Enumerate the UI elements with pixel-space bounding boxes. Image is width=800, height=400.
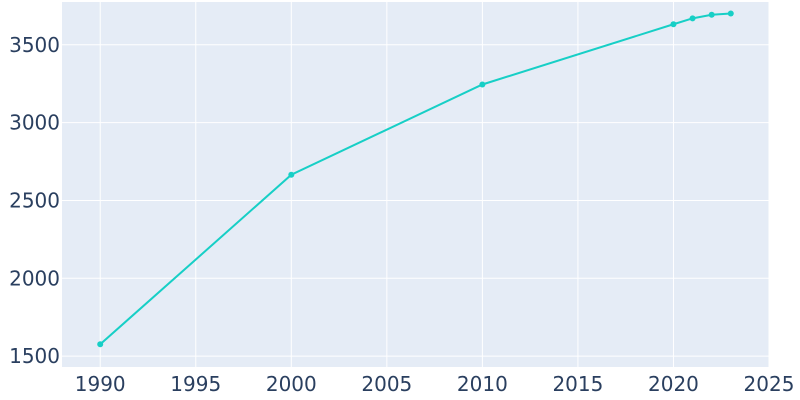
x-tick-label: 2000 bbox=[266, 372, 317, 396]
series-layer bbox=[97, 10, 734, 348]
y-tick-label: 3000 bbox=[9, 111, 60, 135]
y-tick-label: 2500 bbox=[9, 188, 60, 212]
y-tick-label: 3500 bbox=[9, 33, 60, 57]
data-point bbox=[97, 341, 104, 348]
y-axis-tick-labels: 1500 2000 2500 3000 3500 bbox=[9, 33, 60, 368]
x-tick-label: 2025 bbox=[744, 372, 795, 396]
x-tick-label: 2015 bbox=[552, 372, 603, 396]
y-tick-label: 1500 bbox=[9, 344, 60, 368]
data-point bbox=[479, 81, 486, 88]
x-tick-label: 1990 bbox=[75, 372, 126, 396]
x-tick-label: 2005 bbox=[361, 372, 412, 396]
data-point bbox=[689, 15, 696, 22]
x-tick-label: 2020 bbox=[648, 372, 699, 396]
y-tick-label: 2000 bbox=[9, 266, 60, 290]
data-point bbox=[670, 21, 677, 28]
data-point bbox=[708, 11, 715, 18]
x-tick-label: 1995 bbox=[170, 372, 221, 396]
data-point bbox=[288, 171, 295, 178]
x-axis-tick-labels: 1990 1995 2000 2005 2010 2015 2020 2025 bbox=[75, 372, 795, 396]
plot-background bbox=[62, 2, 769, 367]
grid-layer bbox=[62, 2, 770, 367]
data-point bbox=[727, 10, 734, 17]
x-tick-label: 2010 bbox=[457, 372, 508, 396]
